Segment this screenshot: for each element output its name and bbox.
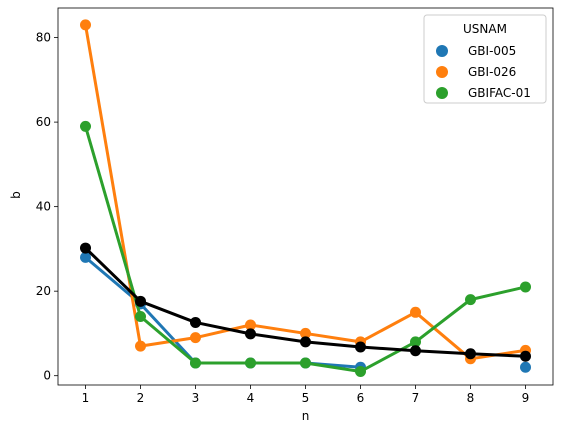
- legend-box: [423, 14, 547, 104]
- axes: 1 2 3 4 5 6 7 8 9 0 20 40 60 80: [36, 7, 554, 405]
- x-tick-label: 4: [247, 391, 255, 405]
- x-tick-label: 8: [467, 391, 475, 405]
- legend-label: GBI-005: [468, 44, 516, 58]
- y-tick-label: 0: [43, 369, 51, 383]
- fit-curve-point: [300, 336, 311, 348]
- series-gbi-026-point: [190, 332, 201, 344]
- legend-marker: [436, 45, 448, 57]
- x-tick-label: 9: [522, 391, 530, 405]
- x-axis-label: n: [302, 409, 310, 423]
- x-tick-label: 2: [137, 391, 145, 405]
- series-gbifac-01-point: [190, 357, 201, 369]
- x-tick-label: 3: [192, 391, 200, 405]
- x-tick-label: 6: [357, 391, 365, 405]
- y-tick-label: 60: [36, 115, 51, 129]
- fit-curve-point: [520, 350, 531, 362]
- series-gbi-026-point: [245, 319, 256, 331]
- fit-curve-point: [465, 348, 476, 360]
- series-gbifac-01-point: [245, 357, 256, 369]
- series-gbi-005-point: [80, 251, 91, 263]
- legend-marker: [436, 66, 448, 78]
- series-gbi-026-point: [135, 340, 146, 352]
- fit-curve-point: [245, 328, 256, 340]
- series-gbifac-01-point: [465, 294, 476, 306]
- series-gbi-026-point: [410, 306, 421, 318]
- fit-curve-point: [355, 341, 366, 353]
- y-axis-label: b: [9, 191, 23, 199]
- fit-curve-point: [80, 242, 91, 254]
- x-tick-label: 1: [82, 391, 90, 405]
- legend: USNAM GBI-005 GBI-026 GBIFAC-01: [423, 14, 547, 104]
- legend-title: USNAM: [463, 22, 507, 36]
- series-gbi-026-point: [80, 19, 91, 31]
- y-tick-label: 20: [36, 284, 51, 298]
- series-lines: [80, 19, 531, 377]
- fit-curve-point: [410, 345, 421, 357]
- series-gbi-005-point: [520, 361, 531, 373]
- legend-label: GBIFAC-01: [468, 86, 531, 100]
- series-gbi-026-point: [300, 327, 311, 339]
- series-gbifac-01-point: [300, 357, 311, 369]
- fit-curve-point: [135, 295, 146, 307]
- series-gbifac-01-point: [135, 311, 146, 323]
- series-gbifac-01-point: [355, 365, 366, 377]
- fit-curve-point: [190, 316, 201, 328]
- y-tick-label: 80: [36, 31, 51, 45]
- x-tick-label: 5: [302, 391, 310, 405]
- legend-label: GBI-026: [468, 65, 516, 79]
- series-gbifac-01-point: [520, 281, 531, 293]
- series-gbifac-01-point: [80, 120, 91, 132]
- series-gbifac-01-point: [410, 336, 421, 348]
- x-tick-label: 7: [412, 391, 420, 405]
- legend-marker: [436, 87, 448, 99]
- y-tick-label: 40: [36, 200, 51, 214]
